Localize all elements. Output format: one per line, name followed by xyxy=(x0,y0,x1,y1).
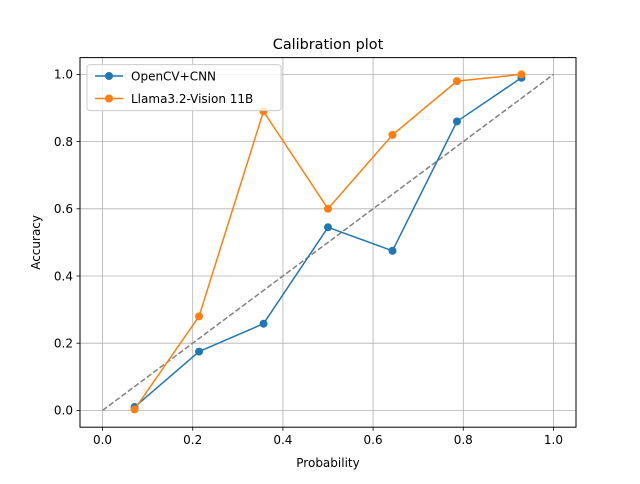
data-point-llama-vision xyxy=(324,204,332,213)
y-tick-label: 1.0 xyxy=(54,68,73,82)
legend-marker-opencv-cnn xyxy=(105,72,113,80)
data-point-llama-vision xyxy=(195,312,204,321)
y-tick-label: 0.0 xyxy=(54,404,73,418)
y-tick-label: 0.8 xyxy=(54,135,73,149)
tick-layer: 0.0 0.2 0.4 0.6 0.8 1.0 0.0 0.2 0.4 0.6 0.8 1.0 xyxy=(54,68,563,448)
reference-diagonal-line xyxy=(102,73,554,412)
data-point-llama-vision xyxy=(517,70,526,79)
x-axis-label: Probability xyxy=(296,456,359,470)
data-point-opencv-cnn xyxy=(259,319,268,328)
reference-layer xyxy=(102,73,554,412)
plot-frame xyxy=(79,57,577,428)
x-tick-label: 0.6 xyxy=(364,433,383,447)
x-tick-label: 0.2 xyxy=(183,433,202,447)
x-tick-label: 0.0 xyxy=(93,433,112,447)
x-tick-label: 0.4 xyxy=(273,433,292,447)
data-point-opencv-cnn xyxy=(452,117,461,126)
data-point-llama-vision xyxy=(130,405,139,414)
legend-marker-llama-vision xyxy=(105,94,113,103)
series-layer xyxy=(130,70,526,414)
x-tick-label: 1.0 xyxy=(544,433,563,447)
data-point-opencv-cnn xyxy=(324,223,332,232)
data-point-llama-vision xyxy=(388,130,397,139)
legend-box xyxy=(86,64,282,112)
y-tick-label: 0.6 xyxy=(54,202,73,216)
chart-title: Calibration plot xyxy=(273,37,384,53)
data-point-opencv-cnn xyxy=(388,246,397,255)
x-tick-label: 0.8 xyxy=(454,433,473,447)
legend-label-opencv-cnn: OpenCV+CNN xyxy=(131,69,216,83)
legend: OpenCV+CNN Llama3.2-Vision 11B xyxy=(86,64,282,112)
y-tick-label: 0.2 xyxy=(54,337,73,351)
y-tick-label: 0.4 xyxy=(54,269,73,283)
y-axis-label: Accuracy xyxy=(29,215,43,270)
data-point-opencv-cnn xyxy=(195,347,204,356)
data-point-llama-vision xyxy=(452,77,461,86)
legend-label-llama-vision: Llama3.2-Vision 11B xyxy=(131,92,253,106)
